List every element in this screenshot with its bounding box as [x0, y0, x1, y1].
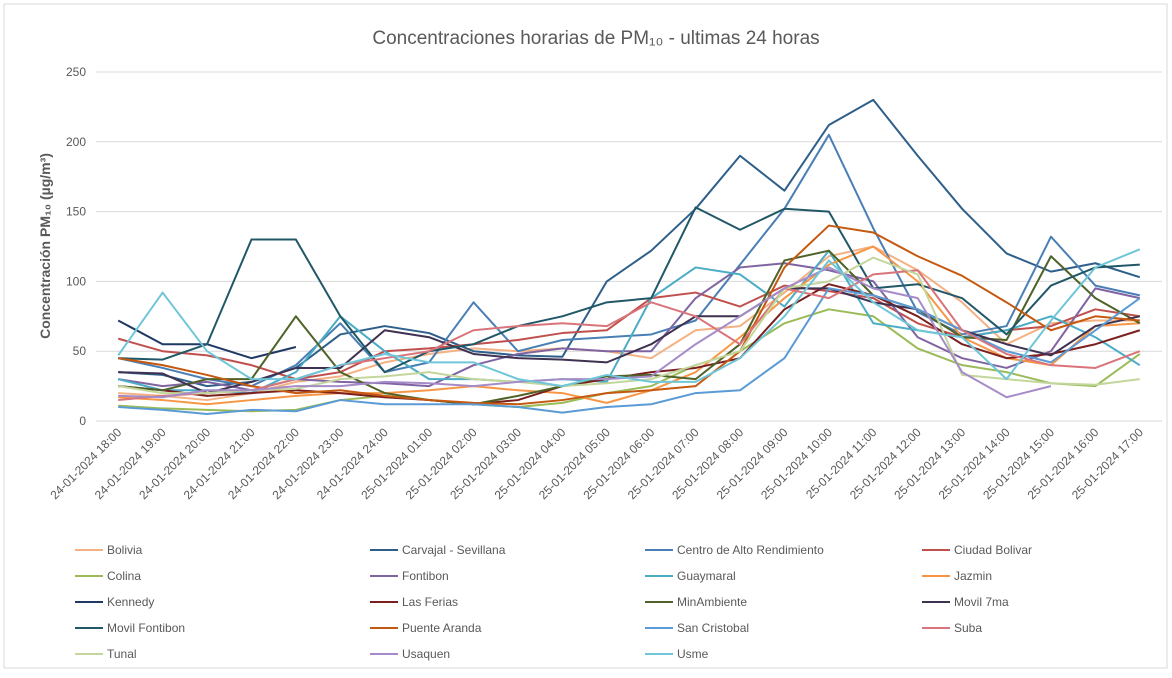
y-tick-label: 0 [79, 414, 86, 428]
legend-label: Movil Fontibon [107, 621, 185, 635]
legend-label: Colina [107, 569, 141, 583]
legend-label: Kennedy [107, 595, 154, 609]
legend-label: Las Ferias [402, 595, 458, 609]
y-tick-label: 200 [66, 135, 86, 149]
y-tick-label: 250 [66, 65, 86, 79]
legend-label: Guaymaral [677, 569, 736, 583]
series-line [117, 249, 1141, 395]
legend-label: Suba [954, 621, 982, 635]
legend-label: Movil 7ma [954, 595, 1009, 609]
series-line [118, 266, 1052, 399]
y-tick-label: 150 [66, 205, 86, 219]
chart-border [3, 3, 1168, 669]
legend-label: San Cristobal [677, 621, 749, 635]
series-line [118, 287, 1141, 395]
legend-label: Carvajal - Sevillana [402, 543, 506, 557]
series-line [118, 269, 1141, 402]
legend-label: Fontibon [402, 569, 449, 583]
y-axis-label: Concentración PM₁₀ (µg/m³) [37, 153, 53, 339]
series-line [118, 245, 1140, 406]
legend-label: Jazmin [954, 569, 992, 583]
chart-title: Concentraciones horarias de PM₁₀ - ultim… [372, 28, 819, 49]
series-line [117, 248, 1141, 388]
legend-label: Centro de Alto Rendimiento [677, 543, 824, 557]
series-line [118, 245, 1140, 402]
legend-label: Tunal [107, 647, 137, 661]
legend-label: MinAmbiente [677, 595, 747, 609]
series-line [118, 206, 1140, 374]
legend-label: Puente Aranda [402, 621, 482, 635]
legend-label: Usme [677, 647, 709, 661]
legend-label: Ciudad Bolivar [954, 543, 1032, 557]
series-line [118, 224, 1140, 406]
legend-label: Bolivia [107, 543, 143, 557]
y-tick-label: 100 [66, 274, 86, 288]
series-line [118, 249, 1141, 406]
legend-label: Usaquen [402, 647, 450, 661]
y-tick-label: 50 [73, 344, 87, 358]
